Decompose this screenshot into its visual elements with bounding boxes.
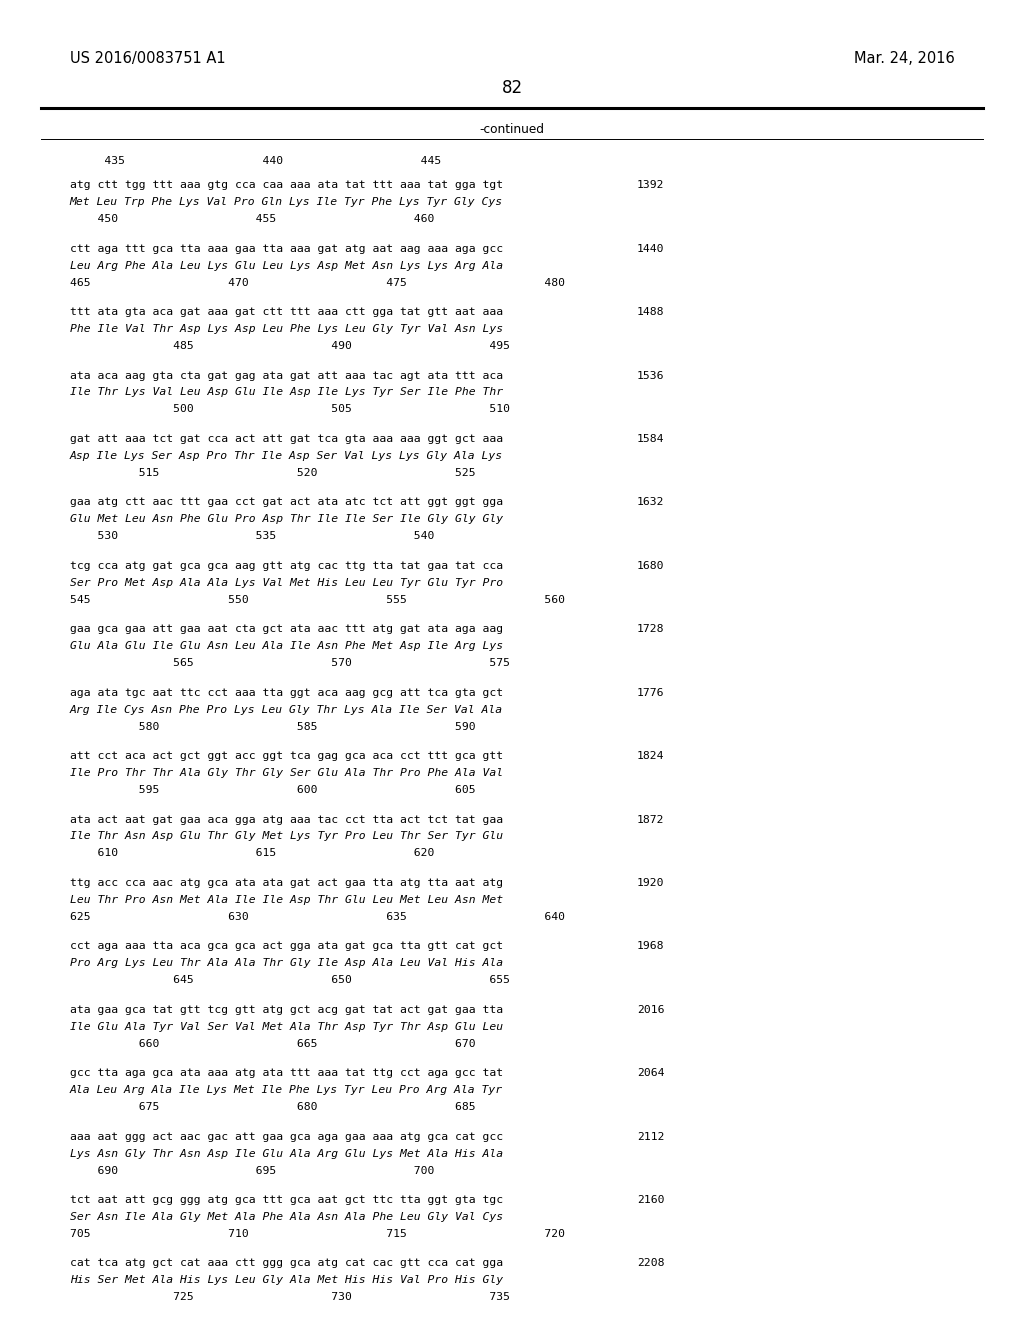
Text: 565                    570                    575: 565 570 575: [70, 659, 510, 668]
Text: 1728: 1728: [637, 624, 665, 634]
Text: aga ata tgc aat ttc cct aaa tta ggt aca aag gcg att tca gta gct: aga ata tgc aat ttc cct aaa tta ggt aca …: [70, 688, 503, 698]
Text: 500                    505                    510: 500 505 510: [70, 404, 510, 414]
Text: Phe Ile Val Thr Asp Lys Asp Leu Phe Lys Leu Gly Tyr Val Asn Lys: Phe Ile Val Thr Asp Lys Asp Leu Phe Lys …: [70, 325, 503, 334]
Text: 610                    615                    620: 610 615 620: [70, 849, 434, 858]
Text: US 2016/0083751 A1: US 2016/0083751 A1: [70, 51, 225, 66]
Text: 690                    695                    700: 690 695 700: [70, 1166, 434, 1176]
Text: 660                    665                    670: 660 665 670: [70, 1039, 475, 1048]
Text: ata act aat gat gaa aca gga atg aaa tac cct tta act tct tat gaa: ata act aat gat gaa aca gga atg aaa tac …: [70, 814, 503, 825]
Text: Ile Glu Ala Tyr Val Ser Val Met Ala Thr Asp Tyr Thr Asp Glu Leu: Ile Glu Ala Tyr Val Ser Val Met Ala Thr …: [70, 1022, 503, 1032]
Text: 705                    710                    715                    720: 705 710 715 720: [70, 1229, 564, 1239]
Text: Asp Ile Lys Ser Asp Pro Thr Ile Asp Ser Val Lys Lys Gly Ala Lys: Asp Ile Lys Ser Asp Pro Thr Ile Asp Ser …: [70, 451, 503, 461]
Text: 2112: 2112: [637, 1131, 665, 1142]
Text: tct aat att gcg ggg atg gca ttt gca aat gct ttc tta ggt gta tgc: tct aat att gcg ggg atg gca ttt gca aat …: [70, 1195, 503, 1205]
Text: Ser Pro Met Asp Ala Ala Lys Val Met His Leu Leu Tyr Glu Tyr Pro: Ser Pro Met Asp Ala Ala Lys Val Met His …: [70, 578, 503, 587]
Text: Ile Pro Thr Thr Ala Gly Thr Gly Ser Glu Ala Thr Pro Phe Ala Val: Ile Pro Thr Thr Ala Gly Thr Gly Ser Glu …: [70, 768, 503, 777]
Text: 485                    490                    495: 485 490 495: [70, 341, 510, 351]
Text: ctt aga ttt gca tta aaa gaa tta aaa gat atg aat aag aaa aga gcc: ctt aga ttt gca tta aaa gaa tta aaa gat …: [70, 244, 503, 253]
Text: 530                    535                    540: 530 535 540: [70, 532, 434, 541]
Text: Ala Leu Arg Ala Ile Lys Met Ile Phe Lys Tyr Leu Pro Arg Ala Tyr: Ala Leu Arg Ala Ile Lys Met Ile Phe Lys …: [70, 1085, 503, 1096]
Text: Glu Met Leu Asn Phe Glu Pro Asp Thr Ile Ile Ser Ile Gly Gly Gly: Glu Met Leu Asn Phe Glu Pro Asp Thr Ile …: [70, 515, 503, 524]
Text: 625                    630                    635                    640: 625 630 635 640: [70, 912, 564, 921]
Text: 2064: 2064: [637, 1068, 665, 1078]
Text: 1824: 1824: [637, 751, 665, 762]
Text: 1392: 1392: [637, 181, 665, 190]
Text: Ile Thr Lys Val Leu Asp Glu Ile Asp Ile Lys Tyr Ser Ile Phe Thr: Ile Thr Lys Val Leu Asp Glu Ile Asp Ile …: [70, 388, 503, 397]
Text: 1680: 1680: [637, 561, 665, 570]
Text: 1536: 1536: [637, 371, 665, 380]
Text: att cct aca act gct ggt acc ggt tca gag gca aca cct ttt gca gtt: att cct aca act gct ggt acc ggt tca gag …: [70, 751, 503, 762]
Text: 1872: 1872: [637, 814, 665, 825]
Text: ttg acc cca aac atg gca ata ata gat act gaa tta atg tta aat atg: ttg acc cca aac atg gca ata ata gat act …: [70, 878, 503, 888]
Text: Ile Thr Asn Asp Glu Thr Gly Met Lys Tyr Pro Leu Thr Ser Tyr Glu: Ile Thr Asn Asp Glu Thr Gly Met Lys Tyr …: [70, 832, 503, 841]
Text: 725                    730                    735: 725 730 735: [70, 1292, 510, 1303]
Text: 645                    650                    655: 645 650 655: [70, 975, 510, 985]
Text: 595                    600                    605: 595 600 605: [70, 785, 475, 795]
Text: ttt ata gta aca gat aaa gat ctt ttt aaa ctt gga tat gtt aat aaa: ttt ata gta aca gat aaa gat ctt ttt aaa …: [70, 308, 503, 317]
Text: Glu Ala Glu Ile Glu Asn Leu Ala Ile Asn Phe Met Asp Ile Arg Lys: Glu Ala Glu Ile Glu Asn Leu Ala Ile Asn …: [70, 642, 503, 651]
Text: 1920: 1920: [637, 878, 665, 888]
Text: 1968: 1968: [637, 941, 665, 952]
Text: 450                    455                    460: 450 455 460: [70, 214, 434, 224]
Text: 2208: 2208: [637, 1258, 665, 1269]
Text: 1584: 1584: [637, 434, 665, 444]
Text: 675                    680                    685: 675 680 685: [70, 1102, 475, 1113]
Text: 465                    470                    475                    480: 465 470 475 480: [70, 277, 564, 288]
Text: ata aca aag gta cta gat gag ata gat att aaa tac agt ata ttt aca: ata aca aag gta cta gat gag ata gat att …: [70, 371, 503, 380]
Text: Leu Arg Phe Ala Leu Lys Glu Leu Lys Asp Met Asn Lys Lys Arg Ala: Leu Arg Phe Ala Leu Lys Glu Leu Lys Asp …: [70, 260, 503, 271]
Text: 435                    440                    445: 435 440 445: [70, 156, 441, 166]
Text: 2016: 2016: [637, 1005, 665, 1015]
Text: 1632: 1632: [637, 498, 665, 507]
Text: Mar. 24, 2016: Mar. 24, 2016: [854, 51, 954, 66]
Text: aaa aat ggg act aac gac att gaa gca aga gaa aaa atg gca cat gcc: aaa aat ggg act aac gac att gaa gca aga …: [70, 1131, 503, 1142]
Text: 2160: 2160: [637, 1195, 665, 1205]
Text: gaa atg ctt aac ttt gaa cct gat act ata atc tct att ggt ggt gga: gaa atg ctt aac ttt gaa cct gat act ata …: [70, 498, 503, 507]
Text: His Ser Met Ala His Lys Leu Gly Ala Met His His Val Pro His Gly: His Ser Met Ala His Lys Leu Gly Ala Met …: [70, 1275, 503, 1286]
Text: 1488: 1488: [637, 308, 665, 317]
Text: Ser Asn Ile Ala Gly Met Ala Phe Ala Asn Ala Phe Leu Gly Val Cys: Ser Asn Ile Ala Gly Met Ala Phe Ala Asn …: [70, 1212, 503, 1222]
Text: 82: 82: [502, 79, 522, 98]
Text: 1776: 1776: [637, 688, 665, 698]
Text: 1440: 1440: [637, 244, 665, 253]
Text: Arg Ile Cys Asn Phe Pro Lys Leu Gly Thr Lys Ala Ile Ser Val Ala: Arg Ile Cys Asn Phe Pro Lys Leu Gly Thr …: [70, 705, 503, 714]
Text: ata gaa gca tat gtt tcg gtt atg gct acg gat tat act gat gaa tta: ata gaa gca tat gtt tcg gtt atg gct acg …: [70, 1005, 503, 1015]
Text: Pro Arg Lys Leu Thr Ala Ala Thr Gly Ile Asp Ala Leu Val His Ala: Pro Arg Lys Leu Thr Ala Ala Thr Gly Ile …: [70, 958, 503, 969]
Text: gat att aaa tct gat cca act att gat tca gta aaa aaa ggt gct aaa: gat att aaa tct gat cca act att gat tca …: [70, 434, 503, 444]
Text: 545                    550                    555                    560: 545 550 555 560: [70, 595, 564, 605]
Text: 515                    520                    525: 515 520 525: [70, 467, 475, 478]
Text: Met Leu Trp Phe Lys Val Pro Gln Lys Ile Tyr Phe Lys Tyr Gly Cys: Met Leu Trp Phe Lys Val Pro Gln Lys Ile …: [70, 197, 503, 207]
Text: Lys Asn Gly Thr Asn Asp Ile Glu Ala Arg Glu Lys Met Ala His Ala: Lys Asn Gly Thr Asn Asp Ile Glu Ala Arg …: [70, 1148, 503, 1159]
Text: atg ctt tgg ttt aaa gtg cca caa aaa ata tat ttt aaa tat gga tgt: atg ctt tgg ttt aaa gtg cca caa aaa ata …: [70, 181, 503, 190]
Text: cat tca atg gct cat aaa ctt ggg gca atg cat cac gtt cca cat gga: cat tca atg gct cat aaa ctt ggg gca atg …: [70, 1258, 503, 1269]
Text: Leu Thr Pro Asn Met Ala Ile Ile Asp Thr Glu Leu Met Leu Asn Met: Leu Thr Pro Asn Met Ala Ile Ile Asp Thr …: [70, 895, 503, 906]
Text: 580                    585                    590: 580 585 590: [70, 722, 475, 731]
Text: gcc tta aga gca ata aaa atg ata ttt aaa tat ttg cct aga gcc tat: gcc tta aga gca ata aaa atg ata ttt aaa …: [70, 1068, 503, 1078]
Text: gaa gca gaa att gaa aat cta gct ata aac ttt atg gat ata aga aag: gaa gca gaa att gaa aat cta gct ata aac …: [70, 624, 503, 634]
Text: cct aga aaa tta aca gca gca act gga ata gat gca tta gtt cat gct: cct aga aaa tta aca gca gca act gga ata …: [70, 941, 503, 952]
Text: tcg cca atg gat gca gca aag gtt atg cac ttg tta tat gaa tat cca: tcg cca atg gat gca gca aag gtt atg cac …: [70, 561, 503, 570]
Text: -continued: -continued: [479, 123, 545, 136]
